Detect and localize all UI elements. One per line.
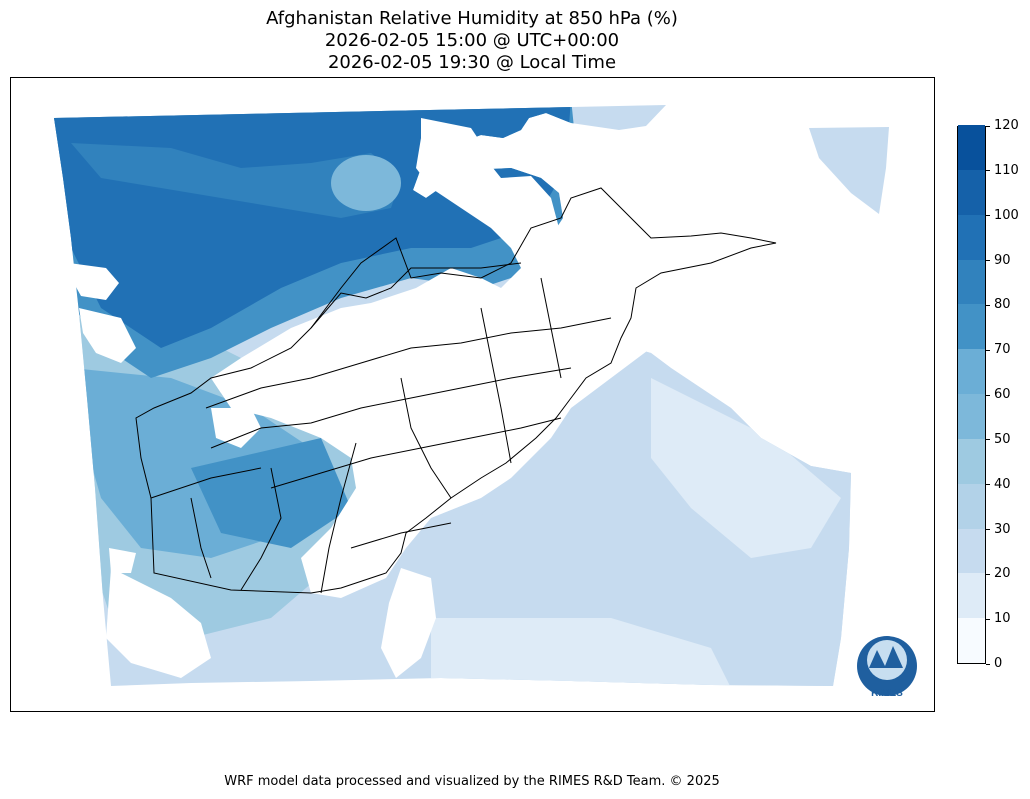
colorbar-segment (958, 348, 985, 394)
colorbar-segment (958, 214, 985, 260)
colorbar-tick (986, 170, 990, 172)
missing-west-1 (211, 368, 311, 398)
colorbar-tick-label: 110 (994, 162, 1019, 178)
colorbar-segment (958, 303, 985, 350)
province-line-8 (480, 307, 512, 464)
colorbar-tick (986, 215, 990, 217)
colorbar-tick-label: 40 (994, 476, 1011, 492)
colorbar-tick (986, 484, 990, 486)
colorbar-tick-label: 50 (994, 431, 1011, 447)
colorbar-segment (958, 528, 985, 574)
province-line-7 (400, 377, 452, 499)
colorbar-segment (958, 169, 985, 215)
missing-northwest-2 (79, 308, 136, 363)
province-line-2 (210, 367, 572, 449)
footer-credit: WRF model data processed and visualized … (224, 774, 720, 789)
colorbar-tick-label: 20 (994, 566, 1011, 582)
rh-zone-east-20 (651, 378, 841, 558)
rh-zone-southwest-70 (191, 438, 351, 548)
rimes-logo: RIMES (857, 636, 917, 699)
missing-data-areas (69, 118, 781, 678)
province-line-4 (350, 522, 452, 549)
logo-text: RIMES (871, 688, 903, 699)
colorbar-tick-label: 30 (994, 521, 1011, 537)
colorbar-segment (958, 572, 985, 619)
colorbar-tick (986, 125, 990, 127)
colorbar-tick-label: 80 (994, 297, 1011, 313)
province-line-north (310, 262, 522, 329)
colorbar-tick-label: 120 (994, 118, 1019, 133)
colorbar-tick (986, 573, 990, 575)
colorbar-tick-label: 0 (994, 656, 1003, 671)
province-line-9 (540, 277, 562, 379)
province-line-5 (240, 467, 282, 591)
province-line-1 (205, 317, 612, 409)
colorbar-tick (986, 439, 990, 441)
rh-zone-north-80 (71, 143, 401, 218)
chart-title: Afghanistan Relative Humidity at 850 hPa… (266, 8, 678, 29)
missing-northwest-1 (69, 263, 119, 300)
humidity-map: RIMES (54, 105, 917, 699)
missing-north (421, 118, 481, 153)
colorbar-tick-label: 90 (994, 252, 1011, 268)
colorbar-tick-label: 70 (994, 342, 1011, 358)
rh-zone-north-50 (331, 155, 401, 211)
colorbar-tick (986, 529, 990, 530)
missing-southwest-2 (106, 568, 211, 678)
utc-time-label: 2026-02-05 15:00 @ UTC+00:00 (324, 30, 620, 51)
colorbar-tick (986, 349, 990, 351)
colorbar-tick (986, 304, 990, 306)
colorbar-tick-label: 100 (994, 207, 1019, 223)
missing-south (381, 568, 436, 678)
colorbar-segment (958, 483, 985, 529)
colorbar-segment (958, 393, 985, 439)
colorbar-segment (958, 438, 985, 484)
colorbar-tick (986, 618, 990, 620)
local-time-label: 2026-02-05 19:30 @ Local Time (327, 52, 617, 73)
missing-central (211, 138, 781, 598)
province-line-6 (320, 442, 357, 594)
logo-wave-icon (869, 646, 903, 668)
map-panel[interactable]: RIMES (10, 77, 935, 712)
province-boundaries (135, 187, 777, 594)
colorbar-tick (986, 394, 990, 396)
colorbar-segment (958, 259, 985, 305)
colorbar-tick (986, 663, 990, 665)
rh-patch-northeast (809, 127, 889, 214)
missing-west-2 (211, 408, 261, 448)
colorbar-segment (958, 124, 985, 170)
colorbar (957, 124, 986, 664)
province-line-10 (150, 467, 262, 499)
afghanistan-border (135, 187, 777, 594)
colorbar-tick (986, 260, 990, 261)
colorbar-tick-label: 10 (994, 611, 1011, 627)
missing-southwest-1 (109, 548, 136, 573)
rh-zone-southeast-20 (431, 618, 731, 686)
colorbar-tick-label: 60 (994, 387, 1011, 402)
colorbar-segment (958, 617, 985, 663)
province-line-11 (190, 497, 212, 579)
